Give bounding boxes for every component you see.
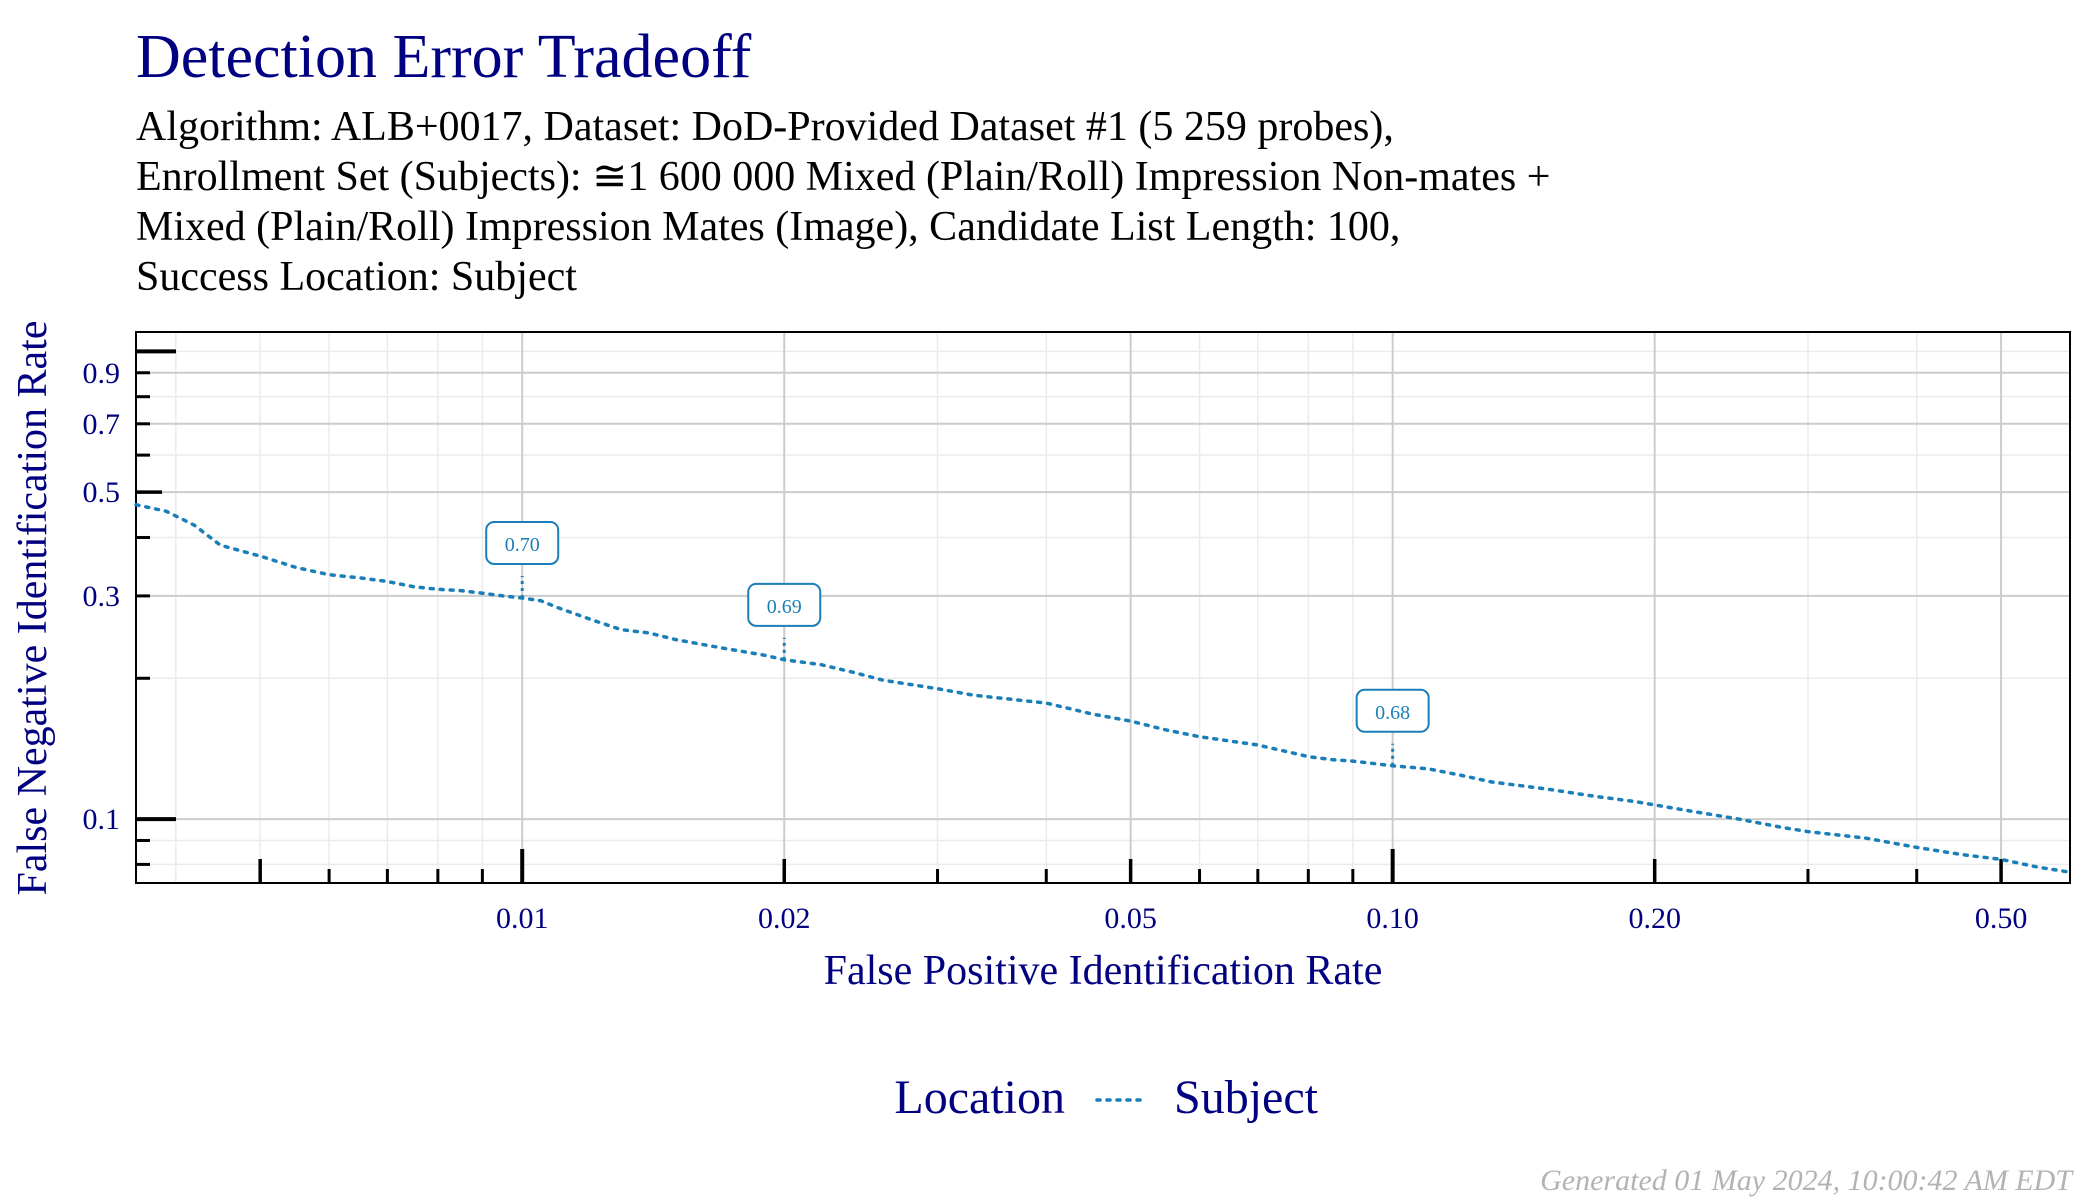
- x-tick-label: 0.50: [1975, 902, 2028, 935]
- generated-timestamp: Generated 01 May 2024, 10:00:42 AM EDT: [1540, 1164, 2072, 1197]
- annotation-box: [1355, 688, 1430, 733]
- chart-title: Detection Error Tradeoff: [136, 23, 752, 91]
- x-tick-label: 0.01: [496, 902, 549, 935]
- legend-label-subject: Subject: [1174, 1071, 1319, 1124]
- x-tick-label: 0.20: [1628, 902, 1681, 935]
- annotation-box: [485, 520, 560, 565]
- x-axis-title: False Positive Identification Rate: [824, 948, 1383, 994]
- y-axis-title: False Negative Identification Rate: [10, 321, 56, 896]
- annotation-box: [747, 582, 822, 627]
- subtitle-line: Enrollment Set (Subjects): ≅1 600 000 Mi…: [136, 154, 1551, 200]
- x-tick-label: 0.10: [1366, 902, 1419, 935]
- y-tick-label: 0.9: [83, 357, 121, 390]
- subtitle-line: Mixed (Plain/Roll) Impression Mates (Ima…: [136, 204, 1401, 250]
- subtitle-line: Success Location: Subject: [136, 254, 577, 300]
- y-tick-label: 0.7: [83, 408, 121, 441]
- subtitle-line: Algorithm: ALB+0017, Dataset: DoD-Provid…: [136, 104, 1394, 150]
- chart-subtitle: Algorithm: ALB+0017, Dataset: DoD-Provid…: [136, 102, 1550, 302]
- y-tick-label: 0.1: [83, 803, 121, 836]
- x-tick-label: 0.05: [1104, 902, 1157, 935]
- annotation-label: 0.68: [1375, 702, 1410, 724]
- legend-title: Location: [894, 1071, 1065, 1124]
- annotation-label: 0.69: [767, 596, 802, 618]
- plot-border: [135, 331, 2071, 884]
- y-tick-label: 0.3: [83, 580, 121, 613]
- y-tick-label: 0.5: [83, 476, 121, 509]
- annotation-label: 0.70: [505, 534, 540, 556]
- x-tick-label: 0.02: [758, 902, 811, 935]
- series-line-subject: [134, 502, 2072, 874]
